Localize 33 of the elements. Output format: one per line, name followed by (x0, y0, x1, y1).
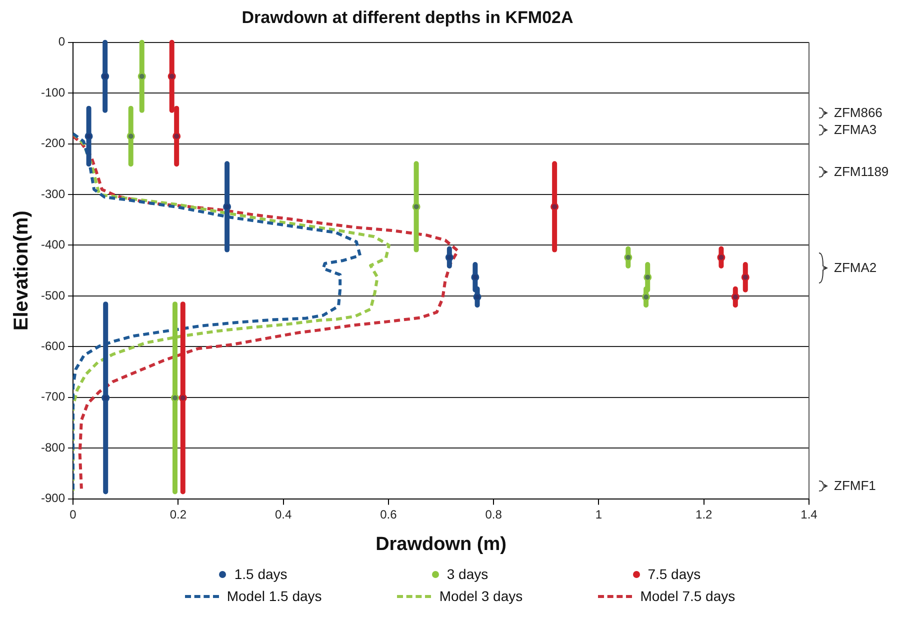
x-tick-label: 1 (595, 507, 602, 522)
x-tick-label: 0 (70, 507, 77, 522)
text: ZFMF1 (834, 478, 876, 494)
y-tick-label: -300 (40, 186, 66, 201)
line-series (73, 134, 460, 490)
legend-label: 3 days (446, 566, 488, 582)
legend-label: 7.5 days (648, 566, 701, 582)
x-tick-label: 1.2 (696, 507, 713, 522)
y-tick-label: -700 (40, 390, 66, 404)
x-tick-label: 0.4 (274, 507, 292, 522)
text: ZFM1189 (834, 164, 889, 180)
x-axis-title: Drawdown (m) (376, 534, 506, 555)
y-tick-label: -900 (40, 491, 66, 506)
x-tick-label: 0.2 (170, 507, 187, 522)
y-tick-label: 0 (58, 34, 66, 49)
legend-label: Model 3 days (439, 588, 523, 604)
text: ZFMA3 (834, 122, 877, 138)
y-axis-title: Elevation(m) (10, 210, 33, 331)
legend-label: 1.5 days (234, 566, 288, 582)
legend-label: Model 7.5 days (640, 588, 736, 604)
y-tick-label: -200 (40, 136, 66, 150)
y-tick-label: -100 (40, 85, 66, 100)
legend-label: Model 1.5 days (226, 588, 322, 604)
y-tick-label: -400 (40, 238, 66, 252)
y-tick-label: -800 (40, 440, 66, 454)
y-tick-label: -600 (40, 338, 66, 353)
x-tick-label: 0.6 (380, 507, 398, 522)
text: ZFMA2 (834, 260, 877, 276)
x-tick-label: 1.4 (800, 507, 818, 522)
text: ZFM866 (834, 105, 882, 121)
x-tick-label: 0.8 (485, 507, 502, 522)
chart-title: Drawdown at different depths in KFM02A (242, 8, 574, 27)
y-tick-label: -500 (40, 288, 66, 302)
